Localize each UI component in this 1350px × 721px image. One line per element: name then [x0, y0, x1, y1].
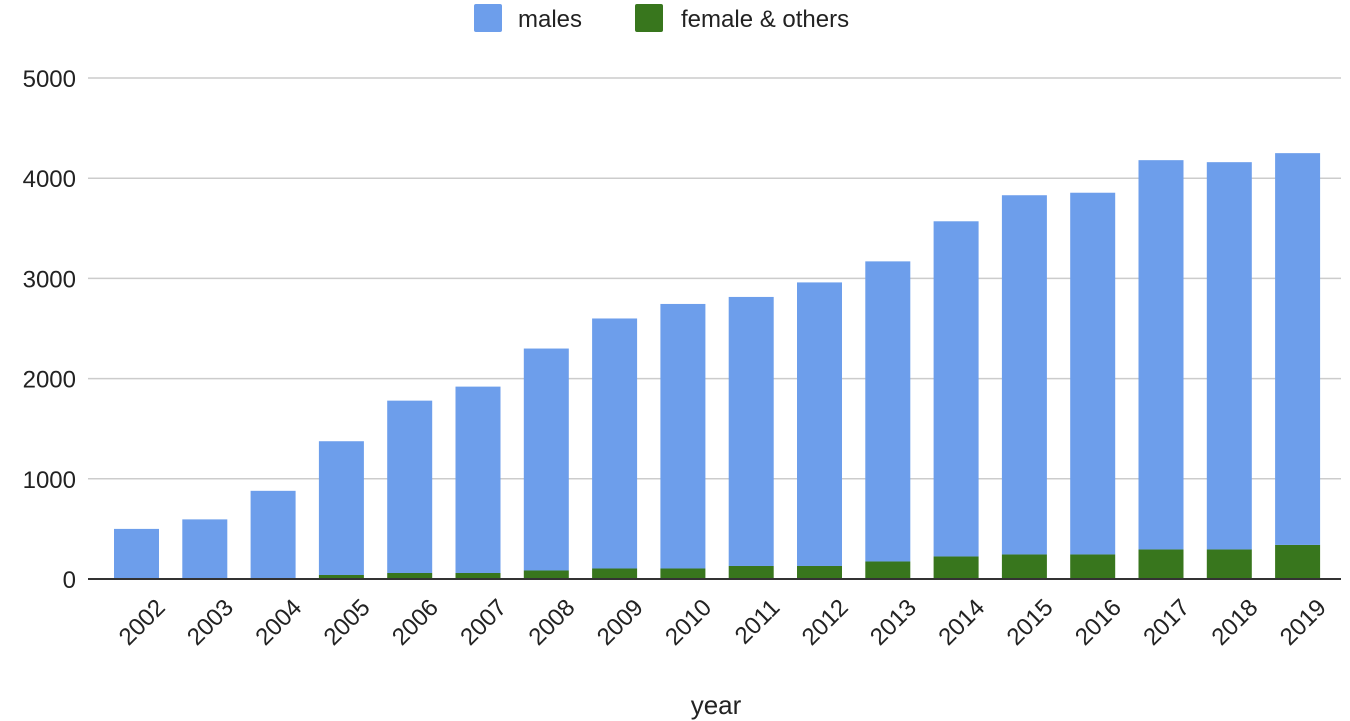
x-axis-title: year — [691, 690, 742, 720]
bars — [114, 153, 1321, 579]
y-tick-label-0: 0 — [63, 567, 76, 594]
x-tick-label-2016: 2016 — [1070, 594, 1127, 651]
bar-female-others-2008 — [523, 570, 569, 579]
bar-males-2002 — [114, 528, 159, 579]
x-tick-label-2011: 2011 — [730, 594, 786, 650]
bar-males-2005 — [318, 441, 364, 575]
x-tick-label-2004: 2004 — [250, 594, 307, 651]
bar-female-others-2010 — [660, 568, 706, 579]
bar-female-others-2009 — [592, 568, 638, 579]
x-tick-label-2008: 2008 — [524, 594, 581, 651]
x-tick-label-2005: 2005 — [319, 594, 376, 651]
bar-males-2017 — [1138, 160, 1184, 550]
bar-female-others-2013 — [865, 561, 911, 579]
bar-female-others-2019 — [1275, 544, 1321, 579]
x-tick-label-2003: 2003 — [182, 594, 239, 651]
x-tick-label-2009: 2009 — [592, 594, 649, 651]
bar-males-2018 — [1206, 162, 1252, 550]
bar-female-others-2018 — [1206, 549, 1252, 579]
legend-label-males: males — [518, 6, 582, 33]
x-axis: 2002 2003 2004 2005 2006 2007 2008 2009 2010 2011… — [88, 578, 1341, 651]
y-axis: 0 1000 2000 3000 4000 5000 — [23, 66, 76, 594]
bar-female-others-2017 — [1138, 549, 1184, 579]
x-tick-label-2002: 2002 — [114, 594, 171, 651]
bar-males-2010 — [660, 303, 706, 569]
bar-males-2015 — [1001, 195, 1047, 555]
bar-males-2014 — [933, 221, 979, 557]
bar-males-2007 — [455, 386, 501, 573]
bar-female-others-2006 — [387, 572, 433, 579]
bar-males-2006 — [387, 400, 433, 573]
bar-female-others-2012 — [797, 565, 842, 579]
y-tick-label-5000: 5000 — [23, 66, 76, 93]
legend: males female & others — [474, 4, 849, 33]
bar-female-others-2016 — [1070, 554, 1116, 579]
x-tick-label-2013: 2013 — [865, 594, 922, 651]
x-tick-label-2015: 2015 — [1002, 594, 1059, 651]
bar-males-2008 — [523, 348, 569, 571]
gridlines — [88, 77, 1341, 480]
x-tick-label-2019: 2019 — [1275, 594, 1332, 651]
bar-males-2003 — [182, 519, 228, 579]
y-tick-label-1000: 1000 — [23, 467, 76, 494]
legend-swatch-males — [474, 4, 502, 32]
bar-female-others-2005 — [318, 574, 364, 579]
x-tick-label-2017: 2017 — [1138, 594, 1195, 651]
y-tick-label-4000: 4000 — [23, 166, 76, 193]
x-tick-label-2012: 2012 — [797, 594, 854, 651]
bar-males-2012 — [797, 282, 842, 566]
bar-males-2011 — [728, 296, 774, 566]
bar-males-2004 — [250, 490, 296, 578]
x-tick-label-2010: 2010 — [660, 594, 717, 651]
x-tick-label-2007: 2007 — [455, 594, 512, 651]
y-tick-label-2000: 2000 — [23, 367, 76, 394]
bar-female-others-2007 — [455, 572, 501, 579]
x-tick-label-2018: 2018 — [1207, 594, 1264, 651]
bar-males-2013 — [865, 261, 911, 562]
bar-female-others-2015 — [1001, 554, 1047, 579]
bar-males-2016 — [1070, 192, 1116, 555]
legend-swatch-female-others — [635, 4, 663, 32]
x-tick-label-2006: 2006 — [387, 594, 444, 651]
bar-female-others-2014 — [933, 556, 979, 579]
y-tick-label-3000: 3000 — [23, 266, 76, 293]
x-tick-label-2014: 2014 — [933, 594, 990, 651]
bar-males-2019 — [1275, 153, 1321, 545]
bar-males-2009 — [592, 318, 638, 569]
legend-label-female-others: female & others — [681, 6, 849, 33]
bar-female-others-2011 — [728, 565, 774, 579]
